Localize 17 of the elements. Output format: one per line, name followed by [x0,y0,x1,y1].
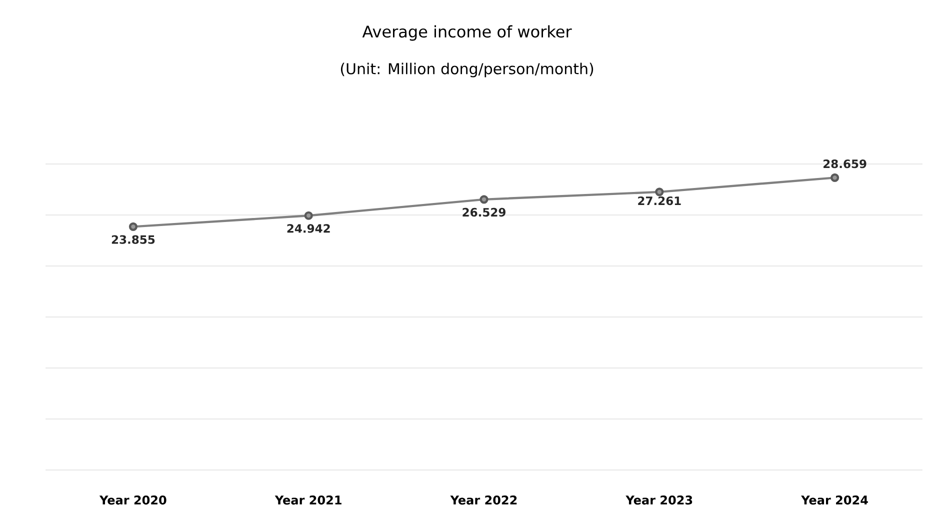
x-tick-label: Year 2023 [626,496,692,505]
x-tick-label: Year 2022 [450,496,517,505]
x-tick-label: Year 2020 [99,496,166,505]
x-tick-label: Year 2024 [801,496,868,505]
data-label: 27.261 [638,196,681,206]
data-label: 23.855 [112,235,155,244]
x-tick-label: Year 2021 [274,496,342,505]
point [655,188,664,196]
chart-subtitle: (Unit: Million dong/person/month) [340,62,594,78]
point [304,211,313,220]
data-label: 24.942 [287,224,330,233]
data-label: 26.529 [462,208,506,217]
point [128,222,138,231]
point [480,195,488,204]
data-label: 28.659 [824,159,866,168]
point [830,173,840,182]
chart-title: Average income of worker [362,25,572,41]
